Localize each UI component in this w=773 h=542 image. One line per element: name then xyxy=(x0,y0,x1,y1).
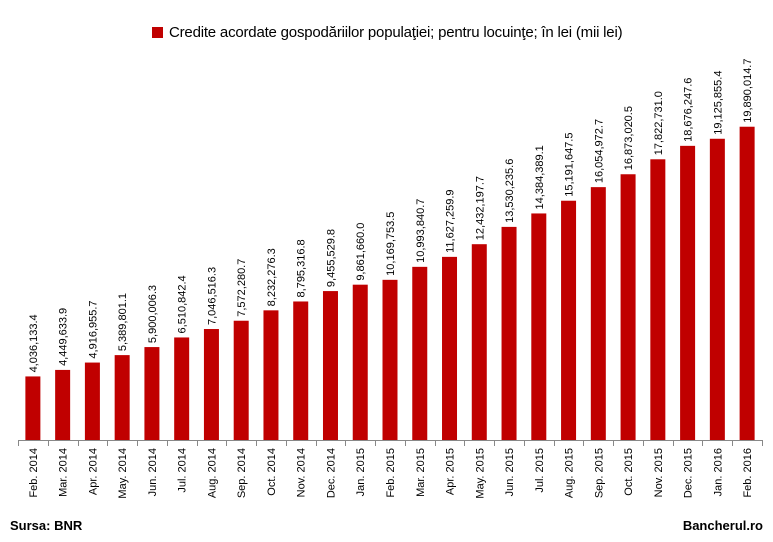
bar xyxy=(352,284,368,440)
data-label: 8,795,316.8 xyxy=(296,239,308,297)
bar xyxy=(442,256,458,440)
x-tick-label: Jan. 2016 xyxy=(712,448,724,496)
bar xyxy=(263,310,279,440)
x-tick-label: Jul. 2014 xyxy=(177,448,189,493)
x-tick-label: Nov. 2015 xyxy=(653,448,665,497)
source-note: Sursa: BNR xyxy=(10,518,83,533)
x-tick-label: Apr. 2014 xyxy=(87,448,99,495)
bar xyxy=(680,145,696,440)
data-label: 9,455,529.8 xyxy=(325,229,337,287)
bar xyxy=(739,126,755,440)
data-label: 17,822,731.0 xyxy=(653,91,665,155)
x-tick-label: Feb. 2014 xyxy=(28,448,40,498)
data-label: 5,900,006.3 xyxy=(147,285,159,343)
data-label: 6,510,842.4 xyxy=(177,275,189,333)
x-tick-label: Aug. 2015 xyxy=(564,448,576,498)
data-label: 14,384,389.1 xyxy=(534,145,546,209)
data-label: 13,530,235.6 xyxy=(504,159,516,223)
x-tick-label: Feb. 2016 xyxy=(742,448,754,498)
data-label: 4,036,133.4 xyxy=(28,314,40,372)
data-label: 16,054,972.7 xyxy=(593,119,605,183)
bar xyxy=(531,213,547,440)
x-tick-label: Jan. 2015 xyxy=(355,448,367,496)
data-label: 5,389,801.1 xyxy=(117,293,129,351)
data-label: 10,169,753.5 xyxy=(385,212,397,276)
data-label: 7,572,280.7 xyxy=(236,259,248,317)
x-tick-label: May. 2015 xyxy=(474,448,486,499)
bar xyxy=(233,320,249,440)
bar xyxy=(25,376,41,440)
data-label: 9,861,660.0 xyxy=(355,223,367,281)
bar xyxy=(114,355,130,440)
bar xyxy=(144,347,160,440)
bar xyxy=(501,226,517,440)
bar xyxy=(471,244,487,440)
bar xyxy=(55,369,71,440)
bar xyxy=(84,362,100,440)
x-tick-label: Jun. 2014 xyxy=(147,448,159,496)
bar xyxy=(322,291,338,440)
x-tick-label: Dec. 2014 xyxy=(325,448,337,498)
data-label: 8,232,276.3 xyxy=(266,248,278,306)
data-label: 19,890,014.7 xyxy=(742,58,754,122)
x-tick-label: Feb. 2015 xyxy=(385,448,397,498)
x-tick-label: Mar. 2014 xyxy=(58,448,70,497)
bar xyxy=(561,200,577,440)
chart-legend: Credite acordate gospodăriilor populaţie… xyxy=(152,24,623,41)
data-label: 19,125,855.4 xyxy=(712,71,724,135)
x-tick-label: Apr. 2015 xyxy=(445,448,457,495)
data-label: 15,191,647.5 xyxy=(564,132,576,196)
x-tick-label: Sep. 2015 xyxy=(593,448,605,498)
data-label: 11,627,259.9 xyxy=(445,189,457,252)
bar xyxy=(709,138,725,441)
bar xyxy=(650,159,666,440)
data-label: 18,676,247.6 xyxy=(683,78,695,142)
x-tick-label: Oct. 2014 xyxy=(266,448,278,496)
data-label: 4,916,955.7 xyxy=(87,300,99,358)
x-tick-label: Sep. 2014 xyxy=(236,448,248,498)
bar xyxy=(590,187,606,440)
bar xyxy=(412,266,428,440)
legend-label: Credite acordate gospodăriilor populaţie… xyxy=(169,24,623,41)
x-tick-label: Nov. 2014 xyxy=(296,448,308,497)
data-label: 16,873,020.5 xyxy=(623,106,635,170)
legend-swatch xyxy=(152,27,163,38)
x-tick-label: Jun. 2015 xyxy=(504,448,516,496)
data-label: 10,993,840.7 xyxy=(415,199,427,263)
x-tick-label: Dec. 2015 xyxy=(683,448,695,498)
bar xyxy=(174,337,190,440)
site-credit: Bancherul.ro xyxy=(682,518,763,533)
data-label: 4,449,633.9 xyxy=(58,308,70,366)
x-tick-label: Oct. 2015 xyxy=(623,448,635,496)
x-tick-label: Mar. 2015 xyxy=(415,448,427,497)
bar xyxy=(293,301,309,440)
x-tick-label: May. 2014 xyxy=(117,448,129,499)
bar xyxy=(203,329,219,440)
x-tick-label: Aug. 2014 xyxy=(206,448,218,498)
data-label: 7,046,516.3 xyxy=(206,267,218,325)
x-tick-label: Jul. 2015 xyxy=(534,448,546,493)
bar xyxy=(382,279,398,440)
bar xyxy=(620,174,636,440)
data-label: 12,432,197.7 xyxy=(474,176,486,240)
